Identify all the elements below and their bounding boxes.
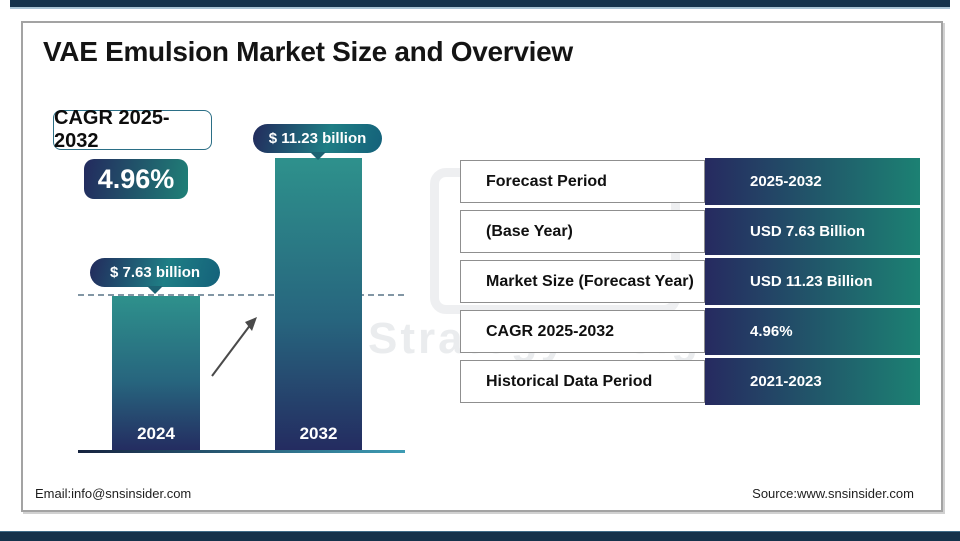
table-row-value: 2021-2023 [705, 358, 920, 405]
table-row: Forecast Period 2025-2032 [460, 158, 920, 205]
table-row: Market Size (Forecast Year) USD 11.23 Bi… [460, 258, 920, 305]
value-callout-2032: $ 11.23 billion [253, 124, 382, 153]
table-row-label: Market Size (Forecast Year) [460, 260, 705, 303]
table-row: CAGR 2025-2032 4.96% [460, 308, 920, 355]
table-row: (Base Year) USD 7.63 Billion [460, 208, 920, 255]
bar-label-2024: 2024 [137, 424, 175, 443]
bar-2024: 2024 [112, 296, 200, 452]
bottom-accent-bar [0, 531, 960, 541]
bar-2032: 2032 [275, 158, 362, 452]
table-row-label: CAGR 2025-2032 [460, 310, 705, 353]
page-title: VAE Emulsion Market Size and Overview [43, 36, 573, 67]
table-row-label: (Base Year) [460, 210, 705, 253]
trend-arrow-icon [211, 317, 257, 377]
footer-source: Source:www.snsinsider.com [752, 486, 914, 501]
table-row-value: USD 7.63 Billion [705, 208, 920, 255]
value-callout-2024: $ 7.63 billion [90, 258, 220, 287]
cagr-value-badge: 4.96% [84, 159, 188, 199]
top-accent-bar [10, 0, 950, 9]
table-row-label: Historical Data Period [460, 360, 705, 403]
cagr-period-box: CAGR 2025-2032 [53, 107, 212, 152]
table-row: Historical Data Period 2021-2023 [460, 358, 920, 405]
reference-dashed-line [78, 294, 404, 296]
bar-label-2032: 2032 [299, 424, 338, 443]
chart-baseline [78, 450, 405, 453]
callout-pointer-2032 [310, 152, 326, 160]
footer-email: Email:info@snsinsider.com [35, 486, 192, 501]
callout-pointer-2024 [147, 286, 163, 294]
table-row-value: 2025-2032 [705, 158, 920, 205]
table-row-value: USD 11.23 Billion [705, 258, 920, 305]
table-row-value: 4.96% [705, 308, 920, 355]
table-row-label: Forecast Period [460, 160, 705, 203]
